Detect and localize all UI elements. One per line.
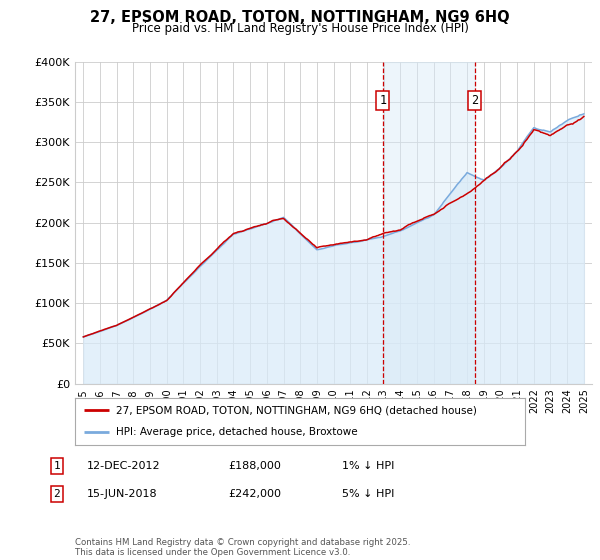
Text: 15-JUN-2018: 15-JUN-2018: [87, 489, 158, 499]
Text: 1% ↓ HPI: 1% ↓ HPI: [342, 461, 394, 471]
Text: £188,000: £188,000: [228, 461, 281, 471]
Text: £242,000: £242,000: [228, 489, 281, 499]
Text: 2: 2: [471, 94, 478, 107]
Bar: [383, 62, 475, 384]
Text: 27, EPSOM ROAD, TOTON, NOTTINGHAM, NG9 6HQ: 27, EPSOM ROAD, TOTON, NOTTINGHAM, NG9 6…: [90, 10, 510, 25]
Text: 27, EPSOM ROAD, TOTON, NOTTINGHAM, NG9 6HQ (detached house): 27, EPSOM ROAD, TOTON, NOTTINGHAM, NG9 6…: [115, 405, 476, 416]
Text: Contains HM Land Registry data © Crown copyright and database right 2025.
This d: Contains HM Land Registry data © Crown c…: [75, 538, 410, 557]
Text: 12-DEC-2012: 12-DEC-2012: [87, 461, 161, 471]
Text: HPI: Average price, detached house, Broxtowe: HPI: Average price, detached house, Brox…: [115, 427, 357, 437]
Text: 1: 1: [379, 94, 386, 107]
Text: Price paid vs. HM Land Registry's House Price Index (HPI): Price paid vs. HM Land Registry's House …: [131, 22, 469, 35]
Text: 2: 2: [53, 489, 61, 499]
Text: 1: 1: [53, 461, 61, 471]
Text: 5% ↓ HPI: 5% ↓ HPI: [342, 489, 394, 499]
